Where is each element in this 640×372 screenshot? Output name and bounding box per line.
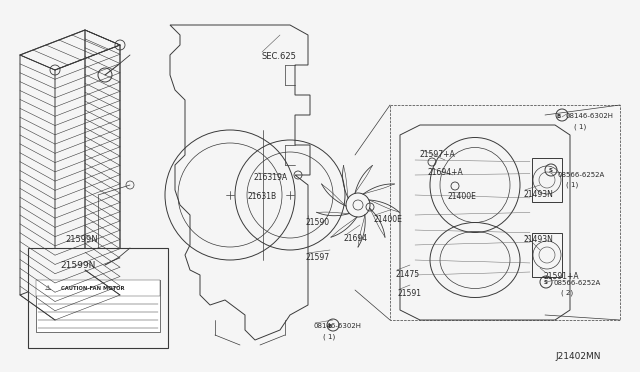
Text: 21400E: 21400E [373,215,402,224]
Text: ( 1): ( 1) [574,123,586,129]
Text: ⚠: ⚠ [45,285,51,291]
Text: ( 2): ( 2) [561,290,573,296]
Text: B: B [557,113,561,119]
Text: 21400E: 21400E [447,192,476,201]
Text: 21590: 21590 [305,218,329,227]
Text: S: S [549,168,553,173]
Text: CAUTION-FAN MOTOR: CAUTION-FAN MOTOR [61,285,125,291]
Bar [36,280,160,296]
Text: 08146-6302H: 08146-6302H [314,323,362,329]
Text: 216319A: 216319A [253,173,287,182]
Text: 21694: 21694 [343,234,367,243]
Text: 21599N: 21599N [60,262,96,270]
Text: 08566-6252A: 08566-6252A [558,172,605,178]
Text: 21493N: 21493N [523,235,553,244]
Text: S: S [544,280,548,285]
Bar [28,248,168,348]
Text: 21694+A: 21694+A [427,168,463,177]
Text: SEC.625: SEC.625 [262,52,297,61]
Text: ( 1): ( 1) [566,182,579,189]
Text: 21599N: 21599N [65,235,98,244]
Text: 21597+A: 21597+A [420,150,456,159]
Text: 08146-6302H: 08146-6302H [566,113,614,119]
Text: 21493N: 21493N [523,190,553,199]
Text: J21402MN: J21402MN [555,352,600,361]
Bar [532,233,562,277]
Text: 21631B: 21631B [248,192,277,201]
Text: 21591: 21591 [398,289,422,298]
Text: 21597: 21597 [306,253,330,262]
Text: 21475: 21475 [395,270,419,279]
Bar [36,280,160,332]
Text: ( 1): ( 1) [323,333,335,340]
Text: 21591+A: 21591+A [543,272,579,281]
Text: B: B [328,324,332,328]
Bar [532,158,562,202]
Text: 08566-6252A: 08566-6252A [553,280,600,286]
